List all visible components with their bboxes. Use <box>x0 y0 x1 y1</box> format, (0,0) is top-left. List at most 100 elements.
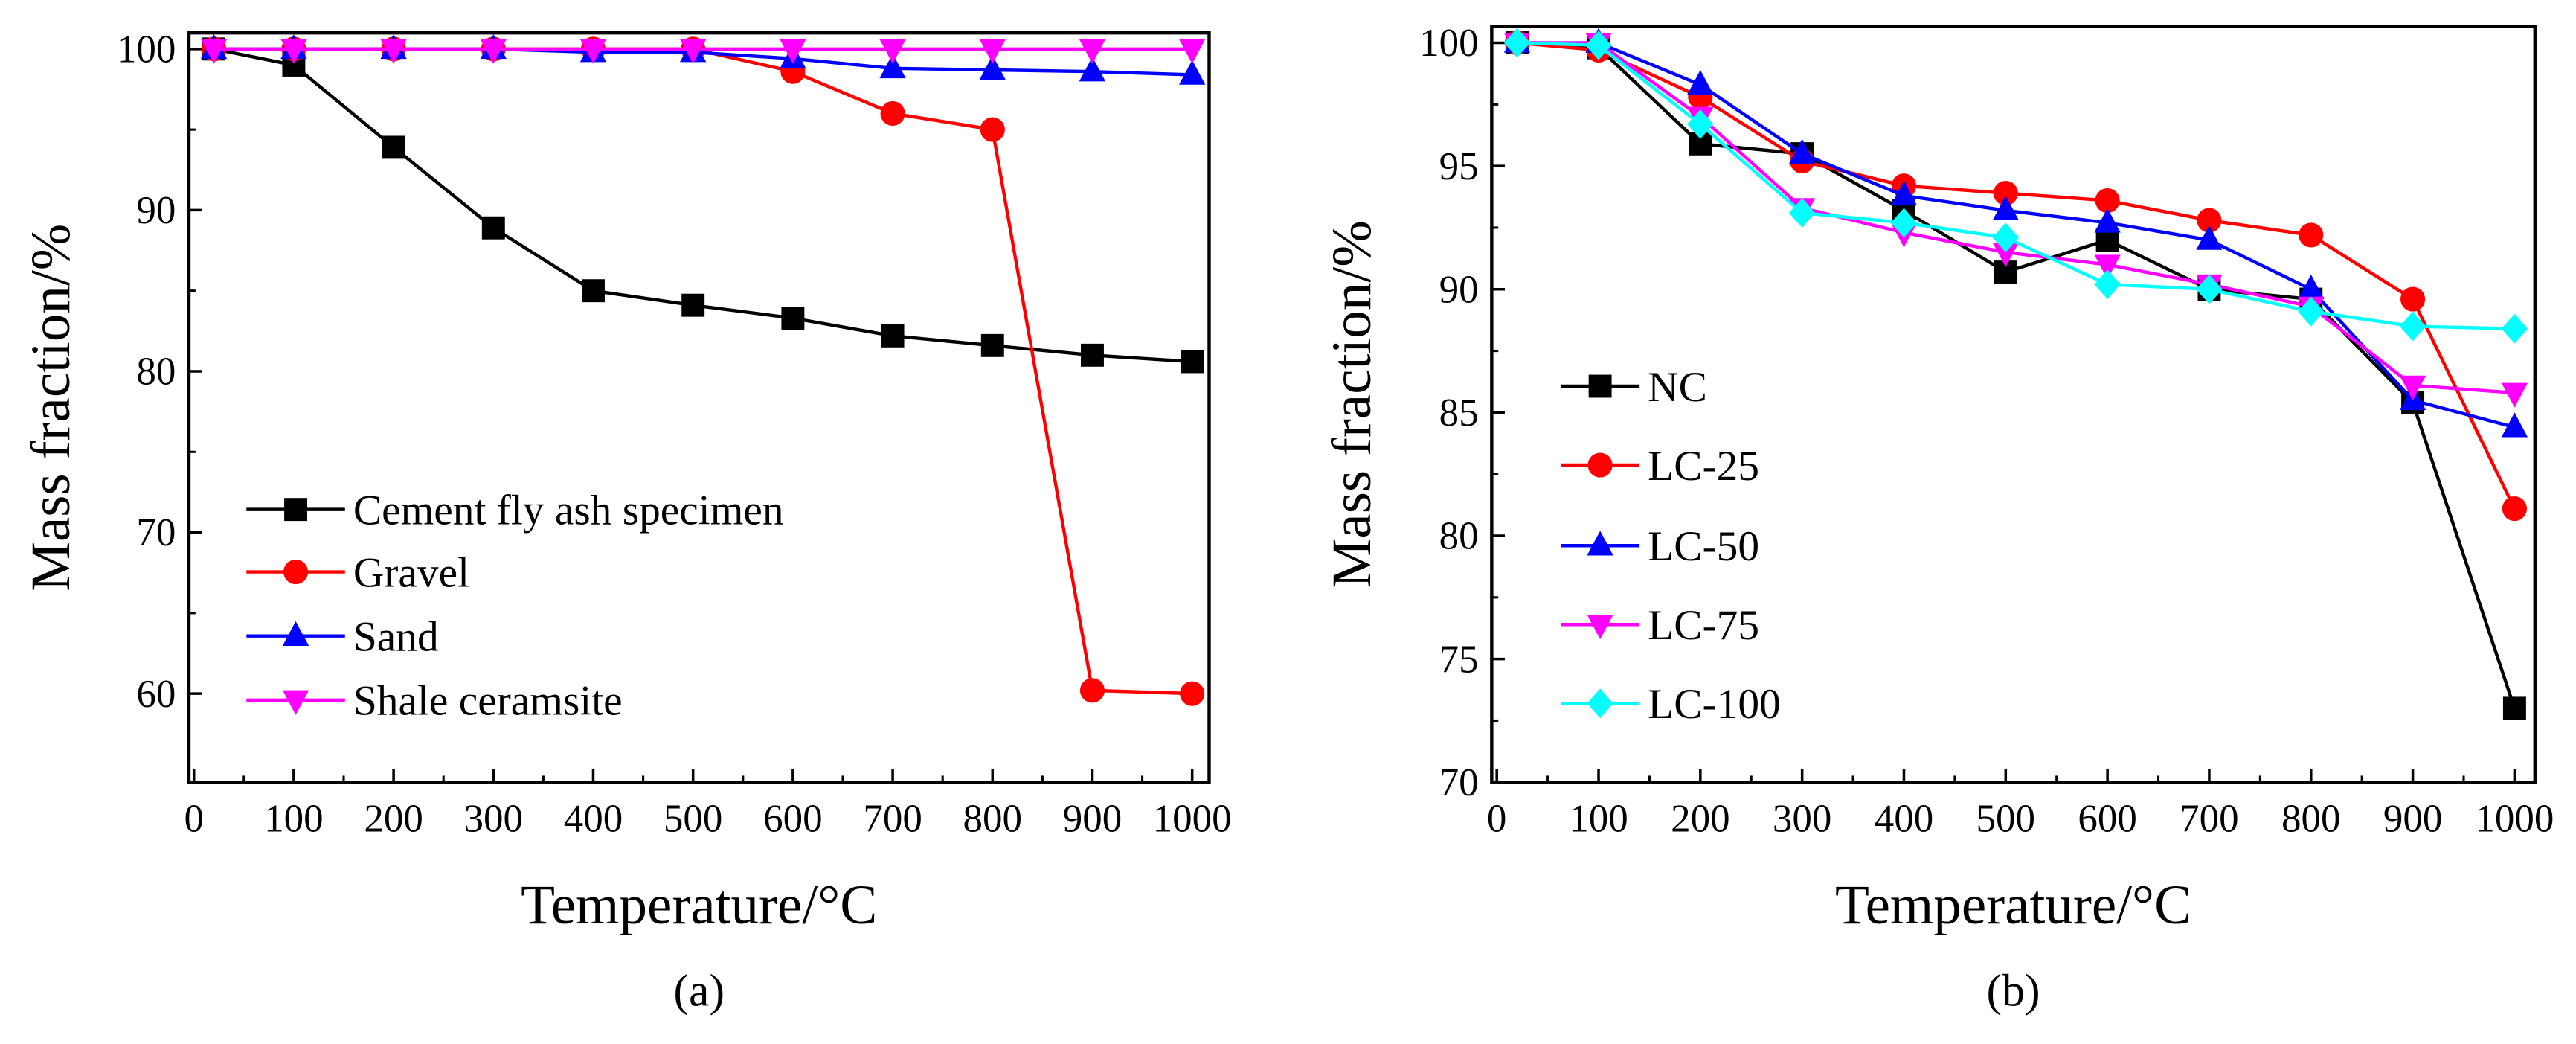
legend-entry: Cement fly ash specimen <box>246 487 784 534</box>
series-line <box>213 47 1192 696</box>
data-point <box>881 324 905 348</box>
data-point <box>200 39 228 64</box>
legend-entry: LC-50 <box>1561 523 1759 570</box>
legend-entry: Shale ceramsite <box>246 678 623 725</box>
y-tick-label: 60 <box>136 673 176 716</box>
x-tick-label: 700 <box>2180 798 2239 841</box>
data-point <box>2094 208 2121 233</box>
data-point <box>1890 208 1918 238</box>
x-tick-label: 0 <box>184 798 204 841</box>
x-tick-label: 100 <box>1569 798 1628 841</box>
legend-marker <box>1588 374 1612 398</box>
data-point <box>880 100 905 127</box>
legend-marker <box>1587 614 1613 640</box>
legend-entry: LC-75 <box>1561 602 1759 649</box>
data-point <box>2502 696 2526 720</box>
x-tick-label: 900 <box>1063 798 1122 841</box>
data-point <box>2196 225 2223 250</box>
legend-label: Gravel <box>353 549 469 596</box>
data-point <box>2197 208 2222 233</box>
data-point <box>2400 286 2426 312</box>
x-axis-label: Temperature/°C <box>1835 874 2191 936</box>
legend-marker <box>284 498 308 522</box>
legend-label: Cement fly ash specimen <box>353 487 784 534</box>
legend-entry: Gravel <box>246 549 469 596</box>
panel-caption: (b) <box>1987 966 2040 1016</box>
data-point <box>1890 181 1918 206</box>
x-tick-label: 300 <box>464 798 523 841</box>
data-point <box>1992 195 2019 221</box>
y-tick-label: 80 <box>1439 515 1479 558</box>
panel-caption: (a) <box>673 966 725 1016</box>
x-tick-label: 400 <box>564 798 623 841</box>
data-point <box>2501 313 2528 344</box>
data-point <box>1992 242 2019 267</box>
y-tick-label: 100 <box>1419 22 1479 65</box>
data-point <box>979 39 1006 64</box>
y-tick-label: 70 <box>136 511 176 554</box>
x-tick-label: 300 <box>1773 798 1832 841</box>
data-point <box>2501 382 2528 408</box>
series-lc-100 <box>1503 28 2528 344</box>
data-point <box>1992 222 2019 253</box>
data-point <box>2196 274 2223 304</box>
y-tick-label: 85 <box>1439 391 1479 435</box>
legend-marker <box>283 560 309 585</box>
data-point <box>1179 39 1206 64</box>
x-tick-label: 200 <box>364 798 423 841</box>
data-point <box>1081 343 1104 367</box>
chart-panel-a: 0 100 200 300 400 500 600 700 800 900 1000 60 70 80 90… <box>20 28 1232 1016</box>
legend-marker <box>282 621 309 646</box>
y-tick-label: 80 <box>136 350 176 394</box>
x-tick-label: 800 <box>963 798 1023 841</box>
data-point <box>481 216 505 240</box>
y-axis-label: Mass fraction/% <box>20 224 82 592</box>
y-tick-label: 95 <box>1439 145 1479 188</box>
legend-marker <box>1587 688 1613 719</box>
data-point <box>1585 30 1612 60</box>
x-tick-label: 500 <box>664 798 723 841</box>
data-point <box>980 333 1004 357</box>
data-point <box>1079 57 1106 82</box>
y-tick-label: 100 <box>117 28 176 71</box>
data-point <box>1687 69 1714 95</box>
x-tick-label: 400 <box>1875 798 1934 841</box>
data-point <box>2299 222 2324 248</box>
x-tick-label: 1000 <box>2475 798 2554 841</box>
data-point <box>2298 274 2325 300</box>
data-point <box>979 55 1006 80</box>
data-point <box>2094 254 2121 280</box>
series-line <box>1517 41 2515 330</box>
legend-label: LC-75 <box>1648 602 1759 649</box>
x-tick-label: 900 <box>2383 798 2443 841</box>
legend-label: NC <box>1648 364 1707 411</box>
data-point <box>382 135 405 159</box>
legend-entry: LC-25 <box>1561 443 1759 490</box>
data-point <box>2399 375 2426 400</box>
x-axis-label: Temperature/°C <box>521 874 877 936</box>
plot-frame <box>1490 25 2537 784</box>
plot-frame <box>187 31 1211 784</box>
data-point <box>2298 296 2325 327</box>
data-point <box>1079 39 1106 64</box>
data-point <box>1180 681 1205 706</box>
data-point <box>2094 269 2121 300</box>
legend-entry: NC <box>1561 364 1707 411</box>
legend-entry: Sand <box>246 614 439 661</box>
data-point <box>480 39 507 64</box>
y-tick-label: 70 <box>1439 761 1479 804</box>
data-point <box>2502 496 2527 522</box>
series-shale-ceramsite <box>200 39 1206 64</box>
legend-label: LC-50 <box>1648 523 1759 570</box>
x-tick-label: 200 <box>1671 798 1730 841</box>
data-point <box>2095 188 2120 214</box>
data-point <box>2501 412 2528 438</box>
legend-label: Sand <box>353 614 439 661</box>
data-point <box>681 293 705 317</box>
y-tick-label: 75 <box>1439 638 1479 681</box>
legend-marker <box>1587 452 1613 478</box>
x-tick-label: 0 <box>1487 798 1506 841</box>
legend-marker <box>1587 531 1613 556</box>
